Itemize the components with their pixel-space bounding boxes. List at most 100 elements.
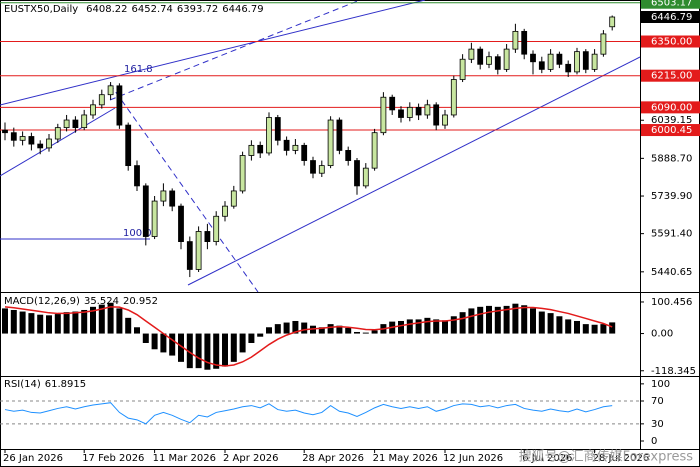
- y-tick-label: 5739.90: [651, 191, 692, 202]
- trend-line: [109, 0, 361, 101]
- candle-body: [494, 56, 501, 70]
- macd-bar: [512, 303, 519, 334]
- candle-body: [248, 144, 255, 156]
- macd-bar: [116, 308, 123, 334]
- macd-bar: [556, 316, 563, 334]
- candle-body: [169, 190, 176, 207]
- candle-body: [512, 30, 519, 50]
- macd-bar: [239, 333, 246, 353]
- macd-bar: [248, 333, 255, 343]
- candle-body: [134, 165, 140, 187]
- last-price-box: [641, 10, 700, 23]
- macd-bar: [2, 308, 8, 334]
- level-label-box: [641, 69, 700, 82]
- macd-bar: [160, 333, 167, 353]
- macd-bar: [301, 322, 308, 334]
- signal-line: [4, 306, 613, 367]
- macd-bar: [336, 325, 343, 334]
- candle-body: [125, 124, 132, 167]
- level-label: 6000.45: [651, 125, 692, 136]
- candle-body: [371, 132, 378, 169]
- candle-body: [547, 53, 554, 70]
- macd-bar: [442, 320, 448, 334]
- macd-bar: [178, 333, 184, 362]
- candle-body: [116, 85, 123, 126]
- candle-body: [90, 104, 96, 116]
- rsi-line: [4, 402, 613, 425]
- macd-bar: [310, 325, 316, 334]
- candle-body: [72, 119, 79, 129]
- level-label: 6503.17: [651, 0, 692, 9]
- candle-body: [257, 144, 264, 154]
- macd-bar: [274, 324, 281, 334]
- macd-bar: [151, 333, 158, 350]
- macd-bar: [107, 302, 114, 334]
- y-tick-label: 0.00: [651, 329, 673, 340]
- candle-body: [186, 241, 193, 270]
- macd-bar: [266, 327, 272, 334]
- macd-bar: [354, 331, 360, 334]
- macd-bar: [459, 312, 466, 334]
- candle-body: [530, 53, 536, 63]
- close-value: 6446.79: [222, 4, 263, 15]
- fib-label: 161.8: [124, 64, 153, 75]
- low-value: 6393.72: [177, 4, 218, 15]
- level-label: 6350.00: [651, 37, 692, 48]
- macd-bar: [169, 333, 176, 356]
- candle-body: [178, 205, 184, 242]
- y-tick-label: 30: [651, 419, 664, 430]
- macd-bar: [406, 319, 413, 334]
- level-label: 6090.00: [651, 102, 692, 113]
- macd-bar: [530, 308, 536, 334]
- candle-body: [521, 30, 528, 55]
- candle-body: [2, 129, 8, 134]
- candle-body: [63, 119, 70, 129]
- macd-bar: [565, 319, 572, 334]
- candle-body: [327, 119, 334, 167]
- level-label: 6215.00: [651, 71, 692, 82]
- x-tick-label: 17 Feb 2026: [82, 453, 144, 464]
- macd-bar: [10, 309, 17, 334]
- macd-bar: [125, 317, 132, 334]
- macd-bar: [257, 333, 264, 337]
- candle-body: [459, 58, 466, 80]
- macd-bar: [81, 309, 88, 334]
- candle-body: [46, 138, 52, 149]
- candle-body: [142, 185, 149, 237]
- macd-bar: [574, 320, 580, 334]
- chart-header: EUSTX50,Daily 6408.22 6452.74 6393.72 6446.7…: [4, 4, 264, 15]
- macd-title: MACD(12,26,9): [4, 296, 80, 307]
- macd-bar: [63, 312, 70, 334]
- macd-bar: [90, 306, 96, 334]
- x-tick-label: 12 Jun 2026: [443, 453, 503, 464]
- y-tick-label: 6039.15: [651, 115, 692, 126]
- macd-bar: [547, 313, 554, 334]
- macd-bar: [468, 308, 475, 334]
- level-label-box: [641, 124, 700, 137]
- candle-body: [406, 106, 413, 118]
- watermark: 搜狐号@汇商传媒Forexpress: [519, 450, 694, 465]
- candle-body: [28, 136, 35, 145]
- x-tick-label: 2 Apr 2026: [223, 453, 278, 464]
- macd-bar: [142, 333, 149, 343]
- candle-body: [362, 167, 369, 187]
- candle-body: [10, 132, 17, 141]
- macd-bar: [503, 305, 510, 334]
- y-tick-label: 100: [651, 379, 670, 390]
- candle-body: [204, 231, 211, 242]
- candle-body: [424, 104, 431, 116]
- macd-bar: [72, 311, 79, 334]
- candle-body: [336, 119, 343, 151]
- x-tick-label: 26 Jan 2026: [3, 453, 63, 464]
- candle-body: [486, 56, 492, 65]
- y-tick-label: -118.345: [651, 366, 696, 377]
- macd-bar: [345, 327, 352, 334]
- candle-body: [477, 48, 484, 65]
- candle-body: [600, 33, 607, 55]
- symbol: EUSTX50,Daily: [4, 4, 78, 15]
- candle-body: [292, 144, 299, 151]
- x-tick-label: 21 May 2026: [373, 453, 438, 464]
- fib-diagonal: [109, 83, 259, 293]
- macd-bar: [450, 316, 457, 334]
